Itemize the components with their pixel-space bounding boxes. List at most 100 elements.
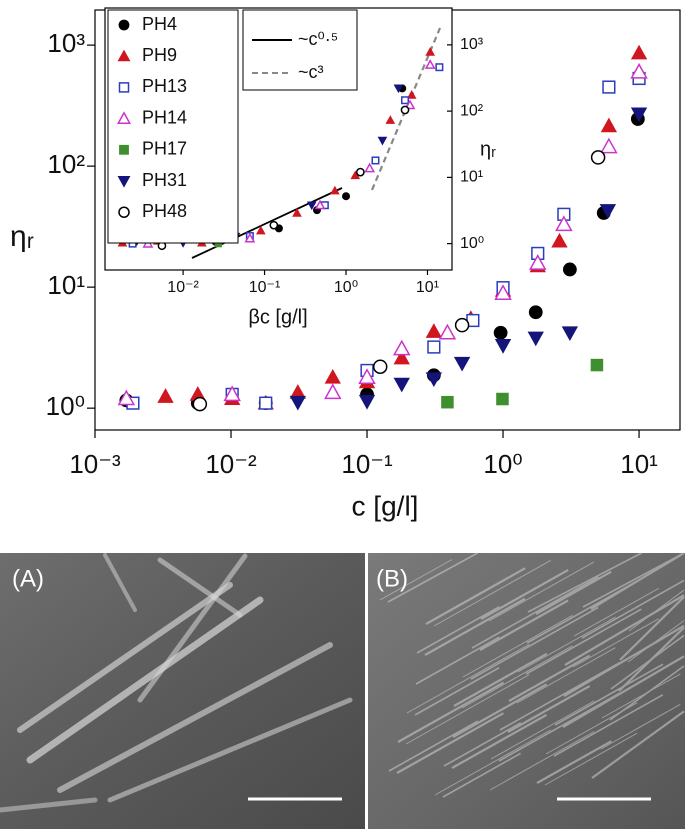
rod <box>406 643 530 714</box>
y-tick-label: 10¹ <box>47 270 85 300</box>
data-point <box>393 349 410 365</box>
data-point <box>438 323 457 340</box>
rod <box>609 665 685 721</box>
rod <box>434 729 552 796</box>
data-point <box>406 90 417 99</box>
rod <box>564 594 685 666</box>
legend-label: PH13 <box>142 76 187 96</box>
panel-label: (B) <box>376 565 408 592</box>
rod-bundle <box>379 552 685 798</box>
y-axis-label: ηᵣ <box>10 220 34 253</box>
x-tick-label: 10⁰ <box>483 449 522 479</box>
data-point <box>371 156 380 165</box>
rod <box>424 597 526 656</box>
rod <box>103 553 137 612</box>
rod <box>525 608 642 675</box>
rod <box>17 582 233 733</box>
legend-marker <box>119 144 129 155</box>
rod <box>601 673 681 719</box>
legend-label: PH4 <box>142 14 177 34</box>
data-point <box>356 167 365 177</box>
rod <box>462 614 573 678</box>
data-point <box>401 96 410 105</box>
data-point <box>385 115 396 124</box>
data-point <box>454 317 470 333</box>
rod <box>627 620 685 663</box>
data-point <box>493 325 508 340</box>
x-tick-label: 10¹ <box>416 279 439 296</box>
legend-marker <box>116 111 132 124</box>
data-point <box>600 117 618 133</box>
rod <box>443 722 522 767</box>
x-tick-label: 10⁻¹ <box>249 279 281 296</box>
data-point <box>528 305 543 320</box>
data-point <box>192 396 208 412</box>
rods <box>0 553 353 813</box>
legend-marker <box>118 206 130 218</box>
rod <box>490 700 595 760</box>
rod <box>157 557 243 618</box>
legend-marker <box>117 175 131 188</box>
data-point <box>600 137 618 154</box>
rod <box>516 647 616 704</box>
rod <box>425 567 526 625</box>
y-tick-label: 10¹ <box>460 169 483 186</box>
legend-label: PH9 <box>142 45 177 65</box>
x-tick-label: 10⁰ <box>334 279 358 296</box>
inset-y-axis-label: ηᵣ <box>480 138 496 160</box>
x-tick-label: 10⁻² <box>205 449 257 479</box>
data-point <box>590 358 604 372</box>
rod <box>461 645 573 709</box>
rod <box>562 655 685 728</box>
data-point <box>223 385 241 402</box>
rod <box>508 654 591 702</box>
rod <box>591 710 685 779</box>
data-point <box>244 232 256 243</box>
data-point <box>494 339 512 354</box>
sem-image-a <box>0 553 365 829</box>
main-plot: c [g/l] ηᵣ 10⁻³ 10⁻² 10⁻¹ 10⁰ 10¹ 10⁰ 10¹ 10² 10… <box>10 9 681 521</box>
x-tick-label: 10⁻³ <box>69 449 121 479</box>
rod <box>379 559 453 601</box>
micrographs: (A) (B) <box>0 552 685 829</box>
data-point <box>358 394 376 410</box>
legend-label: PH17 <box>142 139 187 159</box>
legend-label: ~c⁰·⁵ <box>298 29 338 49</box>
rod <box>553 694 664 757</box>
data-point <box>256 225 266 235</box>
legend-label: PH48 <box>142 201 187 221</box>
data-point <box>324 383 342 400</box>
y-tick-label: 10⁰ <box>460 235 484 252</box>
rod <box>488 561 595 622</box>
rod <box>489 731 595 791</box>
data-point <box>404 99 416 110</box>
data-point <box>630 44 648 60</box>
rod <box>452 683 548 738</box>
data-point <box>562 262 577 277</box>
x-tick-label: 10⁻¹ <box>341 449 393 479</box>
rod <box>405 674 530 745</box>
y-tick-label: 10³ <box>460 36 484 53</box>
inset-x-axis-label: βc [g/l] <box>248 306 307 328</box>
data-point <box>393 377 410 393</box>
data-point <box>372 359 388 374</box>
rod <box>442 752 521 798</box>
data-point <box>392 339 411 356</box>
data-point <box>259 396 273 410</box>
rod <box>451 713 547 769</box>
rod <box>572 618 659 668</box>
rod <box>544 732 638 786</box>
rod <box>57 642 333 793</box>
rod <box>527 552 642 613</box>
data-point <box>435 63 444 72</box>
data-point <box>529 254 547 270</box>
data-point <box>494 284 512 300</box>
rod <box>563 624 685 697</box>
y-tick-label: 10² <box>47 149 85 179</box>
legend-label: PH14 <box>142 107 187 127</box>
rod <box>433 559 552 627</box>
legend-label: ~c³ <box>298 62 324 82</box>
data-point <box>425 323 443 338</box>
